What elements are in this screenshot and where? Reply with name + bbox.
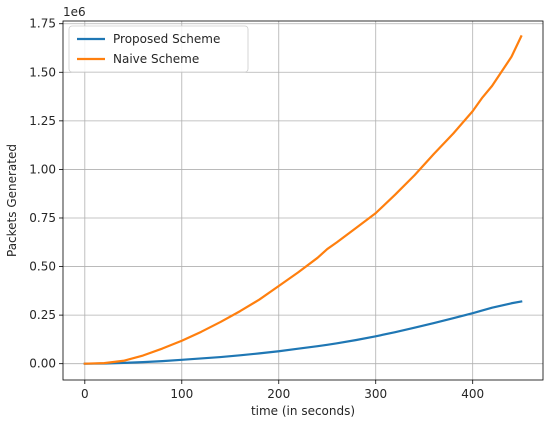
x-axis: 0 100 200 300 400 [81, 380, 484, 401]
x-tick-label: 400 [461, 387, 484, 401]
series-line-proposed-scheme [83, 300, 523, 365]
plot-frame [62, 20, 544, 381]
legend: Proposed Scheme Naive Scheme [68, 25, 249, 73]
y-tick-label: 1.25 [29, 114, 56, 128]
y-tick-label: 0.00 [29, 357, 56, 371]
x-axis-label: time (in seconds) [251, 404, 355, 418]
x-tick-label: 300 [364, 387, 387, 401]
x-tick-label: 200 [267, 387, 290, 401]
series-line-naive-scheme [83, 34, 523, 365]
y-tick-label: 0.50 [29, 260, 56, 274]
y-offset-label: 1e6 [63, 5, 86, 19]
x-tick-label: 100 [170, 387, 193, 401]
series-lines [83, 34, 523, 365]
y-tick-label: 1.00 [29, 162, 56, 176]
y-axis: 0.00 0.25 0.50 0.75 1.00 1.25 1.50 1.75 [29, 17, 63, 371]
y-tick-label: 0.75 [29, 211, 56, 225]
legend-label: Naive Scheme [113, 52, 199, 66]
y-tick-label: 1.75 [29, 17, 56, 31]
legend-box [68, 25, 249, 73]
x-tick-label: 0 [81, 387, 89, 401]
y-tick-label: 0.25 [29, 308, 56, 322]
y-tick-label: 1.50 [29, 65, 56, 79]
y-axis-label: Packets Generated [5, 144, 19, 257]
legend-label: Proposed Scheme [113, 32, 220, 46]
